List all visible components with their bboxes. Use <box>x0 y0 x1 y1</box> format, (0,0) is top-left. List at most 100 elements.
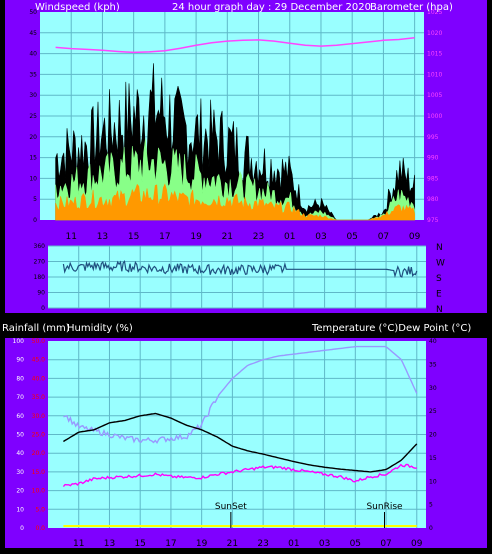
direction-degree-label: 360 <box>34 243 46 250</box>
series-dew-point-line <box>62 463 417 488</box>
rain-tick-label: 45.0 <box>32 357 46 364</box>
wind-x-tick-label: 03 <box>315 232 326 242</box>
temp-x-tick-label: 19 <box>196 539 208 549</box>
series-temperature-line <box>63 412 418 473</box>
temp-x-tick-label: 23 <box>257 539 268 549</box>
temp-x-tick-label: 01 <box>288 539 299 549</box>
temp-right-tick-label: 30 <box>429 385 437 392</box>
humidity-tick-label: 10 <box>16 506 24 513</box>
wind-left-tick-label: 15 <box>29 155 37 162</box>
temp-right-tick-label: 35 <box>429 361 437 368</box>
temp-right-tick-label: 10 <box>429 478 437 485</box>
direction-compass-label: N <box>436 305 443 315</box>
wind-right-tick-label: 980 <box>427 196 439 203</box>
temp-right-tick-label: 20 <box>429 432 437 439</box>
rain-tick-label: 50.0 <box>32 338 46 345</box>
temp-x-tick-label: 11 <box>73 539 84 549</box>
direction-compass-label: S <box>436 274 442 284</box>
temp-x-tick-label: 13 <box>104 539 115 549</box>
sun-event-label: SunSet <box>215 502 247 512</box>
wind-x-tick-label: 23 <box>253 232 264 242</box>
wind-right-axis-label: Barometer (hpa) <box>370 2 453 13</box>
temp-x-tick-label: 15 <box>134 539 145 549</box>
wind-left-axis-label: Windspeed (kph) <box>35 2 120 13</box>
wind-x-tick-label: 01 <box>284 232 295 242</box>
wind-right-tick-label: 1005 <box>427 92 442 99</box>
temp-x-tick-label: 07 <box>380 539 391 549</box>
temp-x-tick-label: 21 <box>227 539 238 549</box>
wind-left-tick-label: 30 <box>29 92 37 99</box>
humidity-tick-label: 90 <box>16 357 24 364</box>
wind-right-tick-label: 975 <box>427 217 439 224</box>
wind-left-tick-label: 5 <box>33 196 37 203</box>
wind-left-tick-label: 25 <box>29 113 37 120</box>
direction-degree-label: 90 <box>37 290 45 297</box>
wind-left-tick-label: 45 <box>29 30 37 37</box>
rain-tick-label: 35.0 <box>32 394 46 401</box>
temp-series-group <box>62 345 418 528</box>
sun-event-label: SunRise <box>366 502 403 512</box>
temp-x-tick-label: 03 <box>319 539 330 549</box>
wind-x-tick-label: 13 <box>97 232 108 242</box>
wind-left-tick-label: 0 <box>33 217 37 224</box>
direction-compass-label: W <box>436 259 445 269</box>
series-humidity-line <box>63 345 418 444</box>
wind-left-tick-label: 50 <box>29 9 37 16</box>
temp-right-tick-label: 40 <box>429 338 437 345</box>
wind-right-tick-label: 995 <box>427 134 439 141</box>
direction-degree-label: 180 <box>34 274 46 281</box>
direction-compass-label: E <box>436 290 442 300</box>
temp-right-tick-label: 25 <box>429 408 437 415</box>
temp-right-tick-label: 0 <box>429 525 433 532</box>
rain-tick-label: 15.0 <box>32 469 46 476</box>
wind-x-tick-label: 21 <box>222 232 233 242</box>
wind-x-tick-label: 19 <box>190 232 202 242</box>
rain-tick-label: 30.0 <box>32 413 46 420</box>
wind-x-tick-label: 15 <box>128 232 139 242</box>
humidity-tick-label: 80 <box>16 375 24 382</box>
rain-tick-label: 25.0 <box>32 432 46 439</box>
wind-right-tick-label: 1015 <box>427 51 442 58</box>
direction-degree-label: 0 <box>41 305 45 312</box>
rain-tick-label: 5.0 <box>35 506 45 513</box>
wind-left-tick-label: 40 <box>29 51 37 58</box>
temp-x-tick-label: 17 <box>165 539 176 549</box>
temp-x-tick-label: 05 <box>350 539 361 549</box>
wind-x-tick-label: 09 <box>409 232 421 242</box>
wind-x-tick-label: 05 <box>346 232 357 242</box>
wind-chart-title: 24 hour graph day : 29 December 2020 <box>172 2 371 13</box>
rain-tick-label: 10.0 <box>32 488 46 495</box>
wind-x-tick-label: 17 <box>159 232 170 242</box>
wind-right-tick-label: 1000 <box>427 113 442 120</box>
wind-direction-line <box>62 259 418 279</box>
humidity-tick-label: 40 <box>16 450 24 457</box>
temp-right-tick-label: 5 <box>429 502 433 509</box>
direction-compass-label: N <box>436 243 443 253</box>
wind-x-tick-label: 07 <box>378 232 389 242</box>
direction-series-group <box>62 259 418 279</box>
wind-left-tick-label: 10 <box>29 175 37 182</box>
rain-tick-label: 0.0 <box>35 525 45 532</box>
humidity-tick-label: 50 <box>16 432 24 439</box>
humidity-axis-label: Humidity (%) <box>67 323 133 334</box>
temp-header-bar <box>0 313 492 338</box>
wind-right-tick-label: 1020 <box>427 30 442 37</box>
rain-tick-label: 20.0 <box>32 450 46 457</box>
temp-right-tick-label: 15 <box>429 455 437 462</box>
humidity-tick-label: 0 <box>20 525 24 532</box>
direction-grid <box>48 245 426 309</box>
wind-right-tick-label: 985 <box>427 175 439 182</box>
humidity-tick-label: 20 <box>16 488 24 495</box>
wind-left-tick-label: 35 <box>29 71 37 78</box>
temp-right-axis-label: Temperature (°C)Dew Point (°C) <box>311 323 471 334</box>
wind-right-tick-label: 1025 <box>427 9 442 16</box>
wind-right-tick-label: 990 <box>427 155 439 162</box>
axis-labels-group: 0510152025303540455097598098599099510001… <box>13 9 445 549</box>
wind-x-tick-label: 11 <box>65 232 76 242</box>
humidity-tick-label: 100 <box>13 338 25 345</box>
wind-left-tick-label: 20 <box>29 134 37 141</box>
barometer-line <box>55 37 415 54</box>
temp-grid <box>48 341 426 528</box>
